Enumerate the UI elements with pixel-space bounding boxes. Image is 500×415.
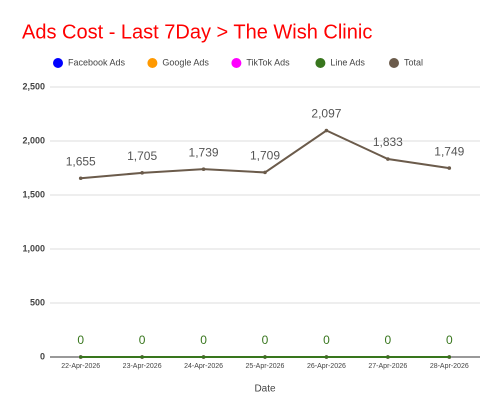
data-label: 0 — [446, 333, 453, 347]
data-label: 0 — [323, 333, 330, 347]
x-tick-label: 24-Apr-2026 — [184, 363, 223, 370]
data-label: 1,833 — [373, 135, 403, 149]
point — [447, 355, 452, 359]
x-tick-label: 25-Apr-2026 — [246, 363, 285, 370]
x-tick-label: 26-Apr-2026 — [307, 363, 346, 370]
data-label: 0 — [77, 333, 84, 347]
data-label: 2,097 — [311, 107, 341, 121]
data-label: 0 — [262, 333, 269, 347]
legend-marker — [231, 58, 242, 68]
data-label: 1,655 — [66, 154, 96, 168]
y-tick-label: 1,500 — [22, 189, 45, 199]
y-tick-label: 1,000 — [22, 243, 45, 253]
x-tick-label: 27-Apr-2026 — [368, 363, 407, 370]
point — [386, 355, 390, 359]
x-tick-label: 23-Apr-2026 — [123, 363, 162, 370]
point — [324, 355, 329, 359]
legend-label: TikTok Ads — [246, 57, 290, 67]
data-label: 0 — [385, 333, 392, 347]
x-tick-label: 22-Apr-2026 — [61, 363, 100, 370]
data-label: 0 — [200, 333, 207, 347]
point — [386, 157, 390, 161]
chart-title: Ads Cost - Last 7Day > The Wish Clinic — [22, 21, 372, 43]
y-tick-label: 500 — [30, 297, 45, 307]
legend-marker — [315, 58, 326, 68]
data-label: 0 — [139, 333, 146, 347]
point — [263, 355, 267, 359]
legend-marker — [147, 58, 158, 68]
point — [201, 167, 206, 171]
point — [447, 166, 452, 170]
point — [140, 355, 144, 359]
y-tick-label: 0 — [40, 351, 45, 361]
point — [78, 355, 83, 359]
y-tick-label: 2,500 — [22, 81, 45, 91]
point — [201, 355, 206, 359]
x-tick-label: 28-Apr-2026 — [430, 363, 469, 370]
point — [324, 128, 329, 133]
data-label: 1,709 — [250, 149, 280, 163]
legend-marker — [53, 58, 63, 68]
legend-label: Line Ads — [330, 57, 365, 67]
point — [263, 170, 267, 175]
data-label: 1,705 — [127, 149, 157, 163]
data-label: 1,749 — [434, 144, 464, 158]
legend-label: Total — [404, 57, 423, 67]
data-label: 1,739 — [189, 145, 219, 159]
legend-label: Google Ads — [162, 57, 209, 67]
legend-label: Facebook Ads — [68, 57, 126, 67]
point — [140, 171, 144, 175]
legend-marker — [389, 58, 399, 68]
point — [78, 176, 83, 181]
x-axis-title: Date — [254, 384, 276, 395]
y-tick-label: 2,000 — [22, 135, 45, 145]
